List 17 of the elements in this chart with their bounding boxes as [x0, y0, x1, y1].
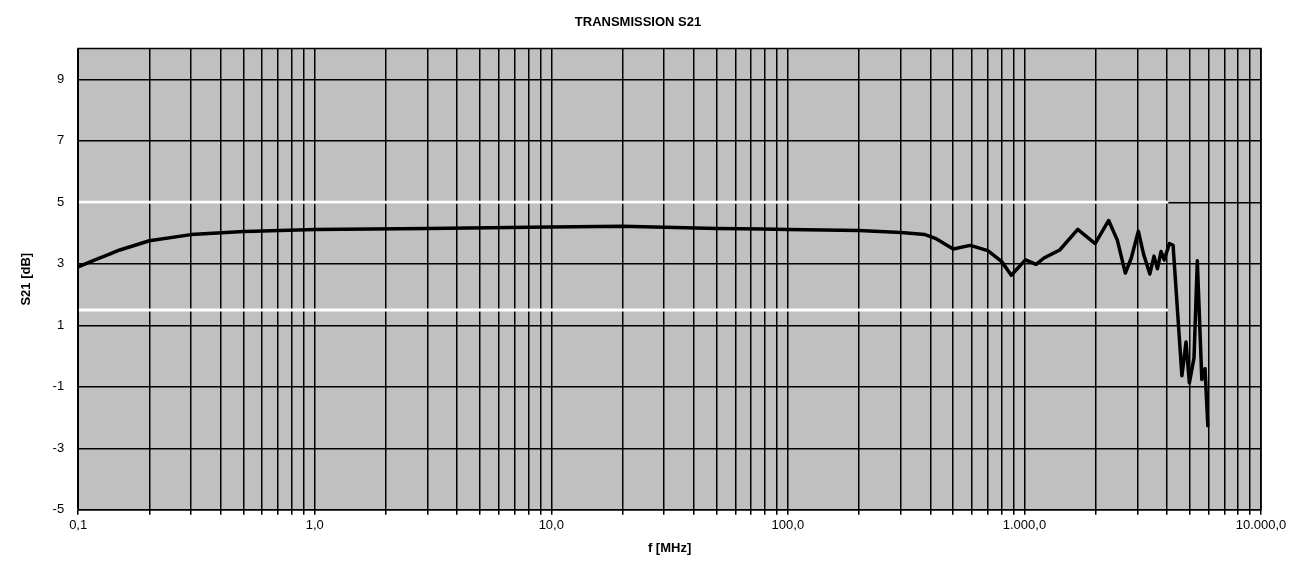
y-tick-label: -1	[52, 378, 65, 394]
y-tick-label: 1	[56, 316, 65, 332]
y-tick-label: 3	[56, 255, 65, 271]
x-tick-label: 100,0	[771, 517, 805, 533]
y-tick-label: 9	[56, 70, 65, 86]
x-tick-label: 1,0	[305, 517, 324, 533]
y-tick-label: -5	[52, 501, 65, 517]
x-tick-label: 0,1	[69, 517, 88, 533]
x-axis-title: f [MHz]	[647, 539, 692, 555]
y-tick-label: 5	[56, 193, 65, 209]
chart-title: TRANSMISSION S21	[574, 14, 702, 30]
x-tick-label: 10,0	[538, 517, 564, 533]
y-tick-label: 7	[56, 132, 65, 148]
x-tick-label: 10.000,0	[1235, 517, 1287, 533]
y-tick-label: -3	[52, 439, 65, 455]
x-tick-label: 1.000,0	[1002, 517, 1047, 533]
y-axis-title: S21 [dB]	[18, 252, 34, 306]
